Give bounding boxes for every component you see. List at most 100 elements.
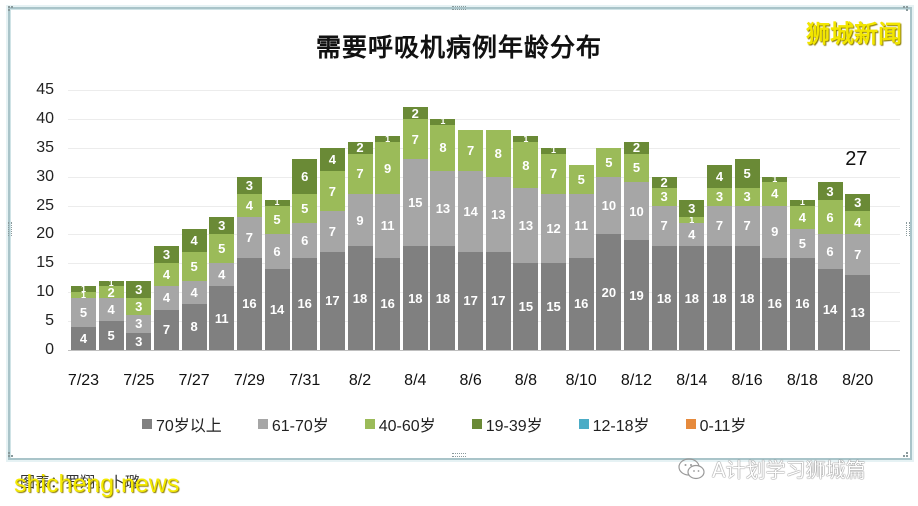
bar-segment: 4: [706, 165, 732, 189]
bar-segment: 4: [71, 326, 96, 350]
legend-label: 61-70岁: [271, 418, 329, 435]
y-tick-label: 10: [36, 283, 54, 301]
y-tick-label: 40: [36, 109, 54, 127]
bar-segment: 16: [762, 257, 788, 350]
bar-segment: 5: [624, 153, 649, 183]
bar-segment: 4: [153, 263, 179, 287]
bar-segment: 6: [817, 234, 843, 270]
bar-segment: 18: [706, 246, 732, 350]
resize-handle-top[interactable]: [452, 6, 466, 10]
bar-segment: 1: [430, 117, 456, 126]
bar-segment: 20: [596, 234, 622, 350]
legend-swatch-icon: [578, 419, 589, 429]
bar-segment: 5: [568, 165, 594, 194]
bar-segment: 16: [568, 257, 594, 350]
bar-segment: 15: [402, 159, 428, 246]
bar-segment: 3: [845, 194, 871, 212]
y-tick-label: 25: [36, 196, 54, 214]
bar-segment: 18: [679, 246, 705, 350]
bar-segment: 13: [430, 170, 456, 246]
bar-segment: 17: [458, 251, 484, 350]
gridline: [68, 176, 900, 178]
bar-segment: 7: [153, 309, 179, 350]
x-tick-label: 7/31: [289, 372, 321, 389]
bar-segment: 11: [568, 194, 594, 258]
bar-segment: 4: [236, 194, 262, 218]
y-tick-label: 15: [36, 254, 54, 272]
watermark-site: shicheng.news: [14, 470, 180, 498]
resize-handle-bottom-right[interactable]: [903, 452, 909, 458]
legend-item[interactable]: 70岁以上: [142, 412, 222, 436]
y-tick-label: 0: [45, 341, 54, 358]
legend-swatch-icon: [142, 419, 152, 429]
x-tick-label: 8/12: [620, 372, 653, 389]
x-tick-label: 8/6: [459, 372, 482, 389]
legend-item[interactable]: 0-11岁: [685, 412, 746, 436]
legend-item[interactable]: 12-18岁: [578, 412, 650, 436]
bar-segment: 1: [679, 215, 705, 224]
bar-segment: 3: [817, 182, 843, 200]
resize-handle-right[interactable]: [906, 222, 910, 236]
x-tick-label: 8/2: [348, 372, 372, 389]
bar-segment: 3: [734, 188, 760, 206]
bar-segment: 4: [98, 298, 124, 322]
bar-segment: 18: [430, 246, 456, 350]
bar-segment: 15: [513, 263, 539, 350]
legend-swatch-icon: [685, 419, 696, 429]
bar-segment: 7: [458, 130, 484, 171]
bar-segment: 18: [651, 246, 677, 350]
bar-segment: 14: [458, 170, 484, 252]
chart-credit: 图表：罗翔、卜璐: [20, 473, 141, 491]
bar-segment: 1: [541, 146, 567, 154]
bar-segment: 4: [762, 182, 788, 206]
bar-segment: 17: [485, 251, 511, 350]
x-tick-label: 8/20: [842, 372, 874, 389]
resize-handle-bottom[interactable]: [452, 453, 466, 457]
bar-segment: 14: [264, 269, 290, 350]
bar-segment: 1: [375, 134, 401, 143]
bar-segment: 16: [236, 257, 262, 350]
bar-segment: 3: [126, 280, 152, 298]
bar-segment: 5: [71, 298, 96, 327]
y-tick-label: 20: [36, 225, 54, 243]
bar-segment: 4: [845, 211, 871, 235]
bar-segment: 11: [375, 194, 401, 258]
bar-segment: 3: [679, 199, 705, 218]
bar-segment: 1: [98, 279, 124, 287]
bar-segment: 15: [541, 263, 567, 350]
watermark-wechat-text: A计划学习狮城篇: [712, 458, 866, 482]
bar-segment: 1: [264, 198, 290, 206]
x-tick-label: 8/16: [731, 372, 763, 389]
resize-handle-left[interactable]: [8, 222, 12, 236]
x-tick-label: 8/8: [514, 372, 538, 389]
bar-segment: 4: [789, 205, 815, 229]
bar-segment: 8: [430, 124, 456, 171]
legend-item[interactable]: 40-60岁: [364, 412, 436, 436]
bar-segment: 5: [209, 234, 235, 264]
x-tick-label: 7/29: [233, 372, 265, 389]
x-tick-label: 7/27: [178, 372, 210, 389]
bar-segment: 2: [98, 285, 124, 300]
bar-segment: 3: [706, 188, 732, 206]
brand-logo-text: 狮城新闻: [806, 20, 902, 48]
bar-segment: 5: [292, 194, 318, 223]
bar-segment: 17: [319, 251, 345, 350]
bar-segment: 18: [402, 246, 428, 350]
y-tick-label: 30: [36, 167, 54, 185]
legend-item[interactable]: 61-70岁: [257, 412, 329, 436]
resize-handle-top-left[interactable]: [8, 6, 14, 12]
resize-handle-top-right[interactable]: [903, 6, 909, 12]
x-axis-line: [68, 350, 900, 351]
legend-swatch-icon: [257, 419, 268, 429]
bar-segment: 11: [209, 286, 235, 350]
x-tick-label: 7/23: [67, 372, 100, 389]
gridline: [68, 147, 900, 149]
bar-segment: 3: [126, 298, 152, 316]
bar-segment: 5: [98, 321, 124, 350]
x-tick-label: 7/25: [123, 372, 155, 389]
legend-item[interactable]: 19-39岁: [471, 412, 543, 436]
bar-segment: 7: [402, 118, 428, 160]
bar-segment: 7: [706, 205, 732, 246]
gridline: [68, 234, 900, 236]
resize-handle-bottom-left[interactable]: [8, 452, 14, 458]
